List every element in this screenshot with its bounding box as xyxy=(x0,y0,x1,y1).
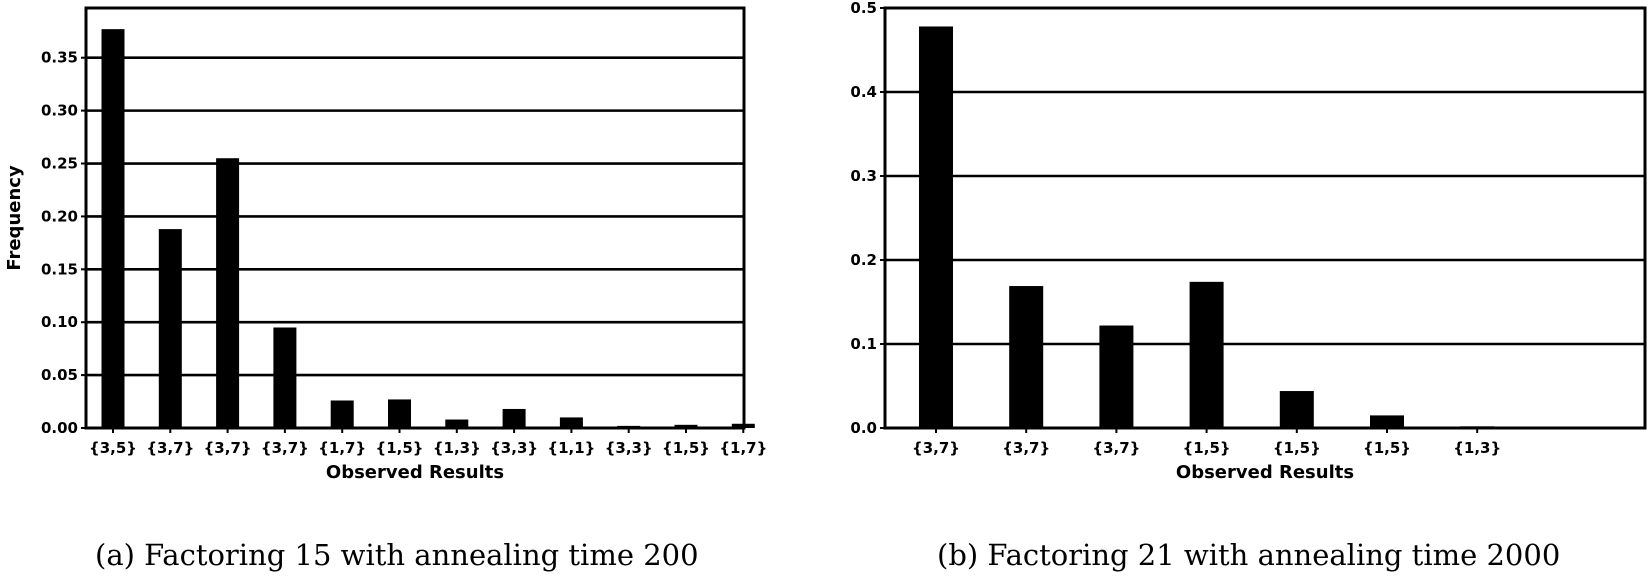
chart-b-ytick-label: 0.2 xyxy=(850,251,877,269)
chart-a-ytick-label: 0.15 xyxy=(41,260,78,278)
chart-a-bar xyxy=(559,417,583,428)
chart-a-bar xyxy=(101,29,125,428)
chart-a-bar xyxy=(216,158,240,429)
chart-b-xtick-label: {1,5} xyxy=(1183,439,1231,457)
chart-b-plot-frame xyxy=(883,6,1647,430)
chart-b-xtick-label: {3,7} xyxy=(1002,439,1050,457)
chart-b-xtick-label: {3,7} xyxy=(912,439,960,457)
chart-a-xtick-label: {1,1} xyxy=(547,439,595,457)
caption-b: (b) Factoring 21 with annealing time 200… xyxy=(937,538,1561,572)
chart-a-ytick-label: 0.10 xyxy=(41,313,78,331)
chart-a-xtick-label: {3,3} xyxy=(605,439,653,457)
chart-b-bar xyxy=(1009,286,1044,428)
chart-a-bar xyxy=(502,408,526,428)
chart-b-xtick-label: {1,5} xyxy=(1363,439,1411,457)
chart-panel-b: 0.0 0.1 0.2 0.3 0.4 0.5 {3,7} {3,7} {3,7} {1,5} {1… xyxy=(840,0,1650,584)
chart-a-ytick-label: 0.00 xyxy=(41,419,78,437)
chart-a-xtick-label: {1,5} xyxy=(662,439,710,457)
chart-a-bar xyxy=(158,229,182,428)
caption-a: (a) Factoring 15 with annealing time 200 xyxy=(95,538,699,572)
chart-b-xtick-label: {1,5} xyxy=(1273,439,1321,457)
chart-panel-a: 0.00 0.05 0.10 0.15 0.20 0.25 0.30 0.35 {3,5} {3,… xyxy=(0,0,800,584)
chart-b-ytick-label: 0.0 xyxy=(850,419,877,437)
chart-b-xtick-label: {3,7} xyxy=(1092,439,1140,457)
chart-a-ytick-label: 0.35 xyxy=(41,49,78,67)
chart-a-bar xyxy=(388,399,411,428)
chart-b-bar xyxy=(1279,391,1314,428)
chart-a-ytick-label: 0.30 xyxy=(41,102,78,120)
chart-a-xtick-label: {3,5} xyxy=(89,439,137,457)
chart-a-yaxis-title: Frequency xyxy=(4,165,25,271)
chart-b-bar xyxy=(1370,415,1404,428)
chart-a-plot-frame xyxy=(84,6,746,430)
chart-b-bar xyxy=(919,26,953,428)
chart-b-xtick-label: {1,3} xyxy=(1453,439,1501,457)
chart-a-xtick-label: {1,7} xyxy=(719,439,767,457)
chart-b-ytick-label: 0.1 xyxy=(850,335,877,353)
chart-a-ytick-label: 0.20 xyxy=(41,207,78,225)
chart-a-xtick-label: {1,5} xyxy=(376,439,424,457)
chart-a-xtick-label: {3,7} xyxy=(261,439,309,457)
chart-b-ytick-label: 0.4 xyxy=(850,83,877,101)
chart-b-bar xyxy=(1099,325,1134,428)
chart-a-bar xyxy=(330,400,354,428)
chart-b-ytick-label: 0.3 xyxy=(850,167,877,185)
chart-a-xaxis-title: Observed Results xyxy=(326,462,504,483)
chart-a-xtick-label: {3,7} xyxy=(146,439,194,457)
chart-a-bar xyxy=(674,424,698,428)
chart-b-xaxis-title: Observed Results xyxy=(1176,462,1354,483)
chart-a-ytick-label: 0.25 xyxy=(41,155,78,173)
chart-a-xtick-label: {3,7} xyxy=(204,439,252,457)
chart-a: 0.00 0.05 0.10 0.15 0.20 0.25 0.30 0.35 {3,5} {3,… xyxy=(4,6,767,483)
chart-b: 0.0 0.1 0.2 0.3 0.4 0.5 {3,7} {3,7} {3,7} {1,5} {1… xyxy=(850,0,1647,483)
chart-b-ytick-label: 0.5 xyxy=(850,0,877,17)
chart-a-xtick-label: {1,3} xyxy=(433,439,481,457)
chart-a-xtick-label: {3,3} xyxy=(490,439,538,457)
chart-a-bar xyxy=(445,419,469,428)
chart-a-ytick-label: 0.05 xyxy=(41,366,78,384)
chart-a-bar xyxy=(273,327,297,428)
chart-b-bar xyxy=(1189,281,1224,428)
chart-a-xtick-label: {1,7} xyxy=(318,439,366,457)
